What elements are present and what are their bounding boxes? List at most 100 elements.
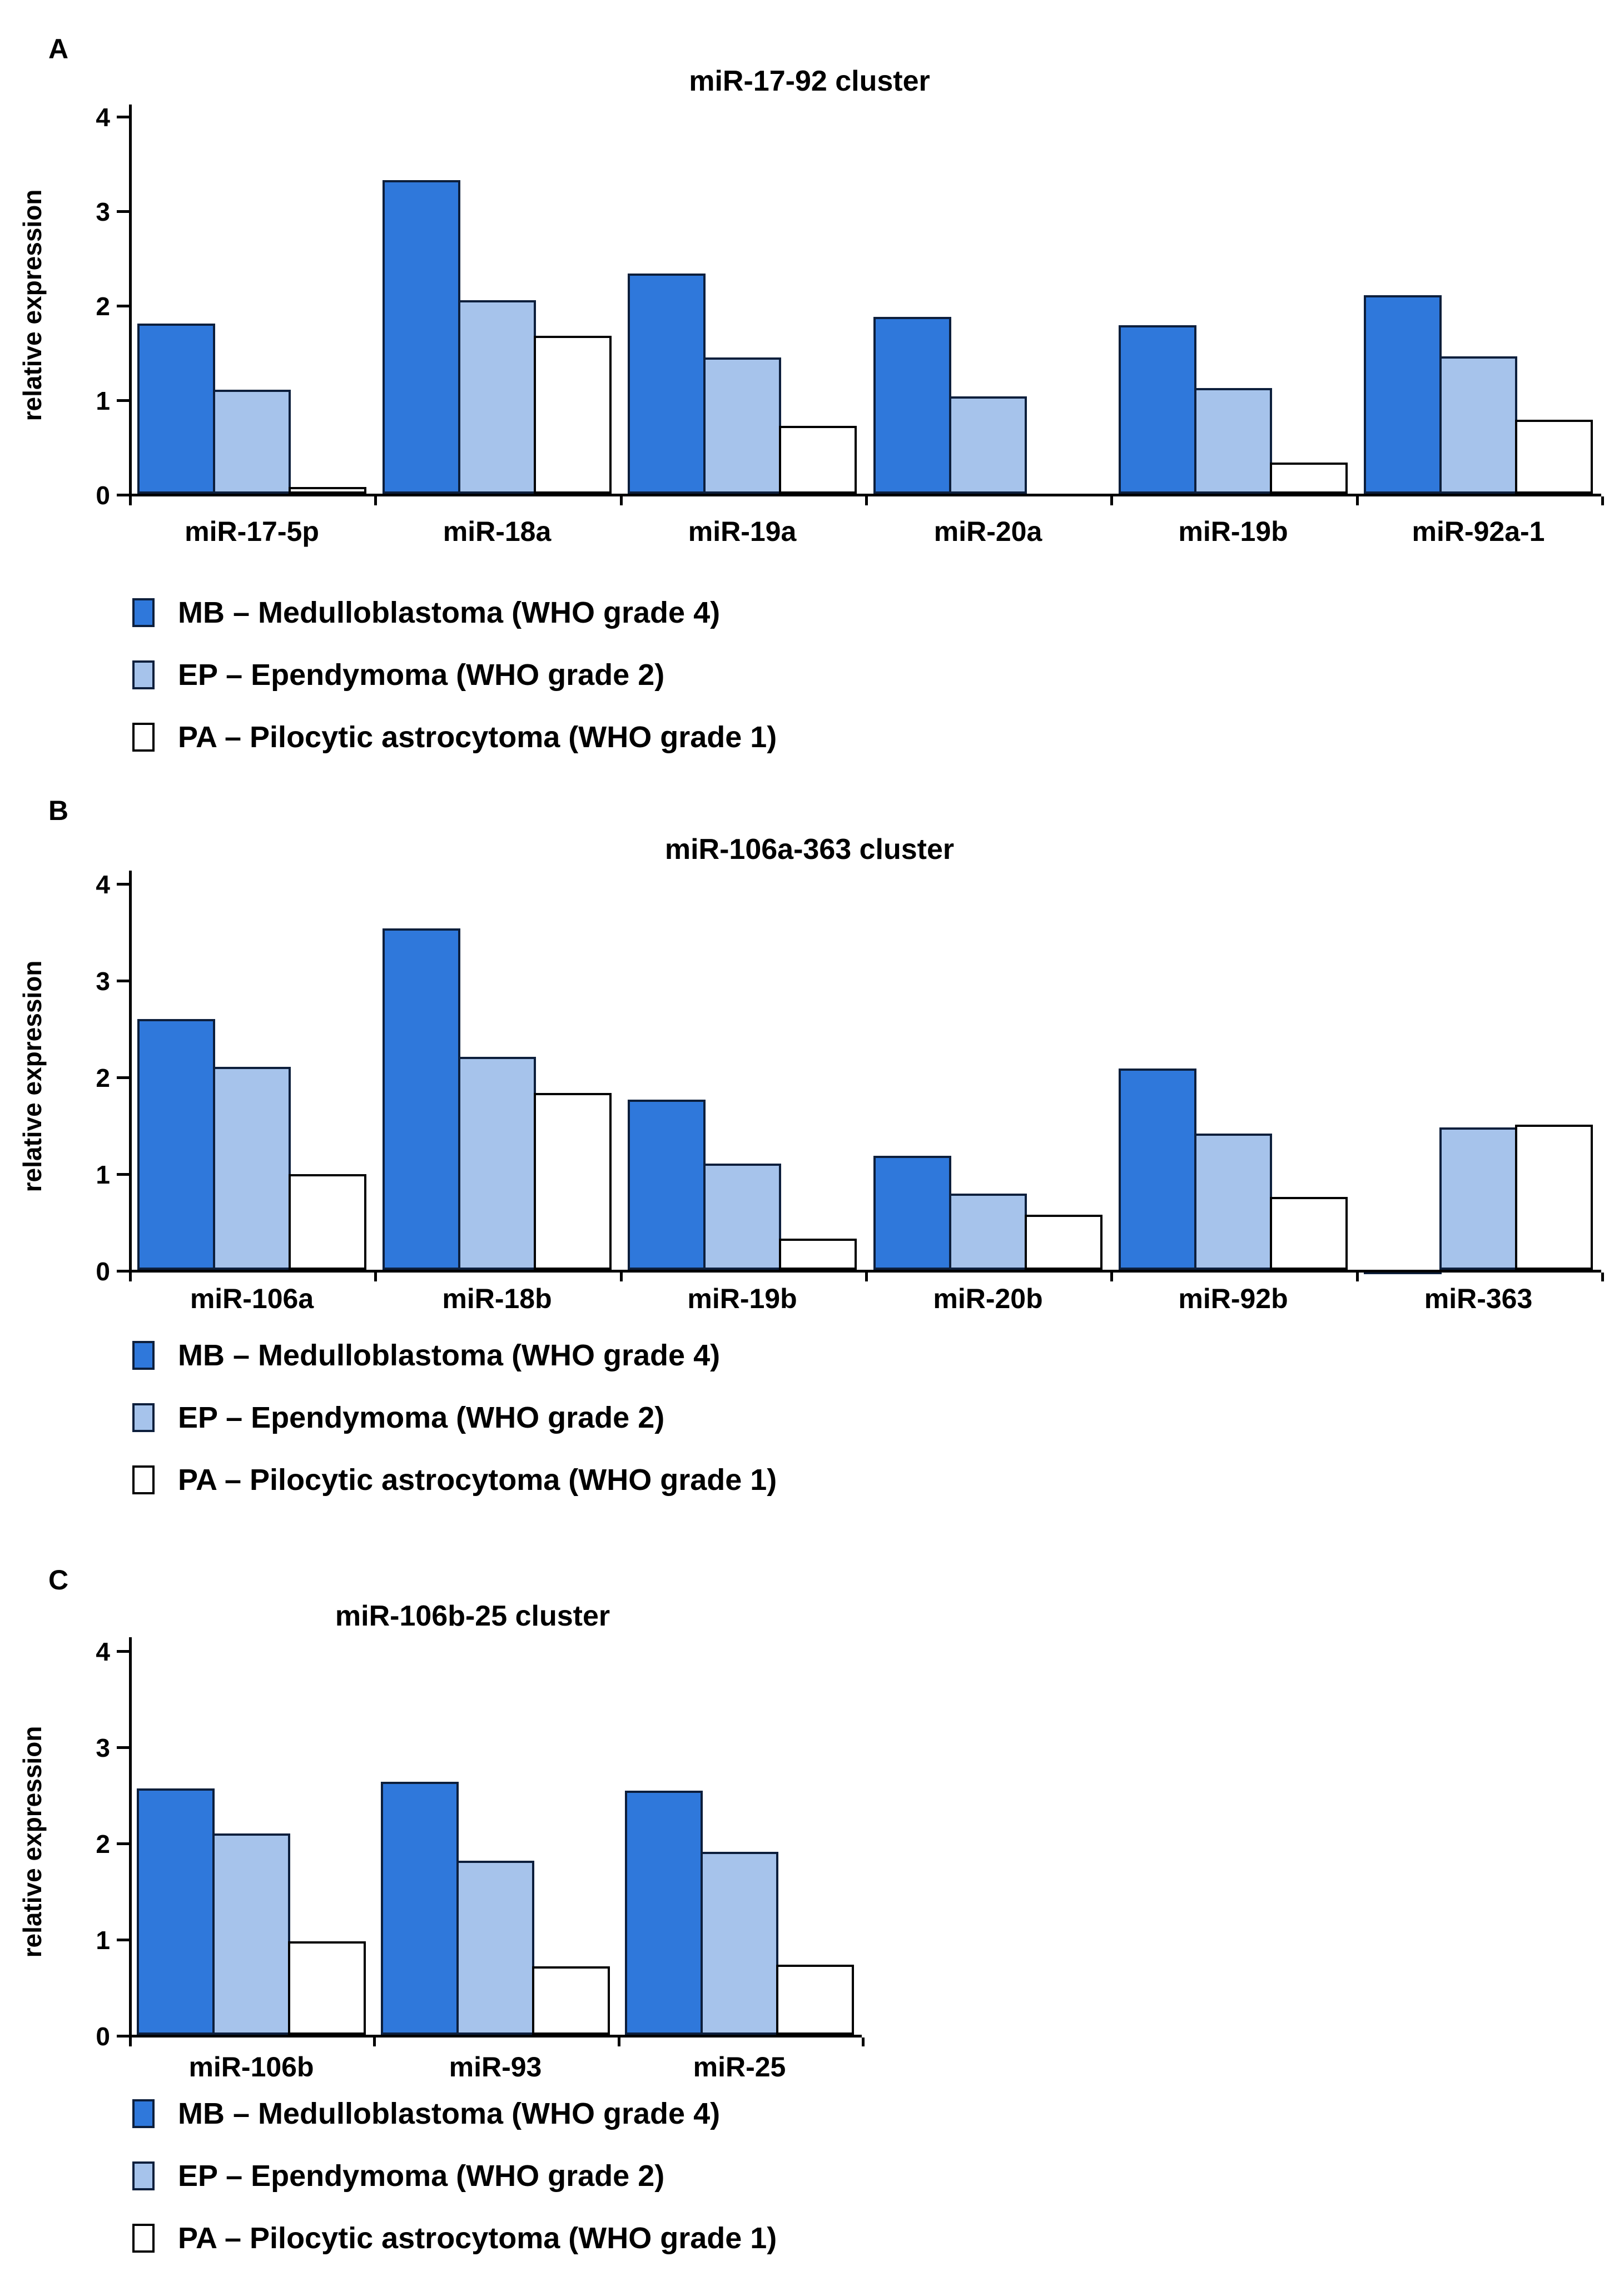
mb-bar — [383, 180, 460, 494]
x-tick — [1601, 1273, 1604, 1281]
ep-legend-swatch — [132, 1403, 155, 1432]
mb-bar — [1119, 1069, 1196, 1270]
ep-bar — [213, 1067, 291, 1270]
y-tick-label: 2 — [96, 1063, 110, 1092]
x-tick — [865, 1273, 868, 1281]
mb-bar — [1364, 295, 1442, 494]
pa-bar — [1270, 463, 1348, 494]
x-category-label: miR-19a — [688, 516, 797, 547]
x-tick — [1601, 496, 1604, 505]
y-tick-label: 4 — [96, 869, 110, 899]
y-tick-label: 3 — [96, 1733, 110, 1762]
y-tick-label: 1 — [96, 1160, 110, 1189]
y-tick — [117, 494, 129, 496]
ep-bar — [458, 300, 536, 494]
x-category-label: miR-106b — [188, 2051, 314, 2083]
legend-label: EP – Ependymoma (WHO grade 2) — [178, 658, 665, 692]
x-axis-line — [129, 1270, 1601, 1273]
y-tick — [117, 1270, 129, 1273]
legend-label: PA – Pilocytic astrocytoma (WHO grade 1) — [178, 720, 777, 754]
ep-bar — [701, 1852, 778, 2035]
x-category-label: miR-92a-1 — [1412, 516, 1545, 547]
x-tick — [865, 496, 868, 505]
legend-label: MB – Medulloblastoma (WHO grade 4) — [178, 596, 721, 629]
y-axis-title: relative expression — [18, 960, 47, 1192]
x-tick — [620, 496, 623, 505]
y-tick — [117, 1746, 129, 1749]
y-tick-label: 3 — [96, 966, 110, 996]
x-axis-line — [129, 494, 1601, 496]
legend-label: PA – Pilocytic astrocytoma (WHO grade 1) — [178, 1463, 777, 1497]
pa-bar — [534, 336, 612, 494]
x-category-label: miR-19b — [1178, 516, 1288, 547]
y-tick — [117, 883, 129, 886]
ep-bar — [1194, 388, 1272, 494]
mb-bar — [628, 274, 706, 494]
x-category-label: miR-20a — [933, 516, 1042, 547]
pa-legend-swatch — [132, 723, 155, 752]
legend-label: EP – Ependymoma (WHO grade 2) — [178, 2159, 665, 2193]
y-axis-line — [129, 105, 132, 496]
ep-bar — [213, 390, 291, 494]
panel-letter: B — [48, 795, 69, 826]
y-tick — [117, 1939, 129, 1941]
y-tick — [117, 1173, 129, 1176]
x-tick — [129, 1273, 132, 1281]
ep-bar — [1439, 356, 1517, 494]
y-tick-label: 3 — [96, 197, 110, 226]
x-category-label: miR-17-5p — [185, 516, 319, 547]
x-tick — [1110, 496, 1113, 505]
x-tick — [620, 1273, 623, 1281]
x-category-label: miR-19b — [687, 1283, 797, 1314]
pa-bar — [776, 1965, 854, 2035]
ep-bar — [949, 396, 1027, 494]
x-category-label: miR-363 — [1424, 1283, 1533, 1314]
y-tick — [117, 1842, 129, 1845]
x-category-label: miR-18b — [442, 1283, 552, 1314]
y-axis-title: relative expression — [18, 1726, 47, 1958]
x-category-label: miR-106a — [190, 1283, 314, 1314]
x-tick — [862, 2038, 865, 2046]
pa-bar — [779, 426, 857, 494]
mb-legend-swatch — [132, 598, 155, 627]
x-tick — [1110, 1273, 1113, 1281]
ep-legend-swatch — [132, 2161, 155, 2190]
pa-bar — [534, 1093, 612, 1270]
pa-bar — [1515, 420, 1593, 494]
x-tick — [1356, 496, 1359, 505]
legend-label: MB – Medulloblastoma (WHO grade 4) — [178, 2097, 721, 2130]
x-category-label: miR-20b — [933, 1283, 1043, 1314]
x-tick — [618, 2038, 620, 2046]
pa-bar — [288, 1941, 366, 2035]
x-category-label: miR-93 — [449, 2051, 542, 2083]
legend-label: MB – Medulloblastoma (WHO grade 4) — [178, 1339, 721, 1372]
chart-title: miR-106a-363 cluster — [664, 833, 955, 866]
x-tick — [129, 496, 132, 505]
x-tick — [129, 2038, 132, 2046]
y-tick — [117, 1076, 129, 1079]
pa-bar — [289, 1174, 366, 1270]
y-tick — [117, 116, 129, 118]
y-axis-line — [129, 871, 132, 1273]
x-category-label: miR-92b — [1178, 1283, 1288, 1314]
y-tick-label: 4 — [96, 1637, 110, 1666]
mb-bar — [625, 1791, 703, 2035]
y-tick-label: 2 — [96, 1829, 110, 1858]
y-tick-label: 2 — [96, 291, 110, 321]
mb-bar — [1119, 325, 1196, 494]
ep-bar — [1194, 1134, 1272, 1270]
y-tick — [117, 1650, 129, 1653]
mb-bar — [873, 1156, 951, 1270]
pa-bar — [1025, 1215, 1102, 1270]
y-tick-label: 0 — [96, 1256, 110, 1286]
ep-bar — [949, 1194, 1027, 1270]
pa-bar — [1515, 1125, 1593, 1270]
chart-title: miR-106b-25 cluster — [335, 1600, 610, 1632]
x-tick — [1356, 1273, 1359, 1281]
legend-label: EP – Ependymoma (WHO grade 2) — [178, 1401, 665, 1434]
ep-bar — [456, 1861, 534, 2035]
mb-legend-swatch — [132, 2099, 155, 2128]
x-tick — [374, 1273, 377, 1281]
mb-bar — [137, 1019, 215, 1270]
